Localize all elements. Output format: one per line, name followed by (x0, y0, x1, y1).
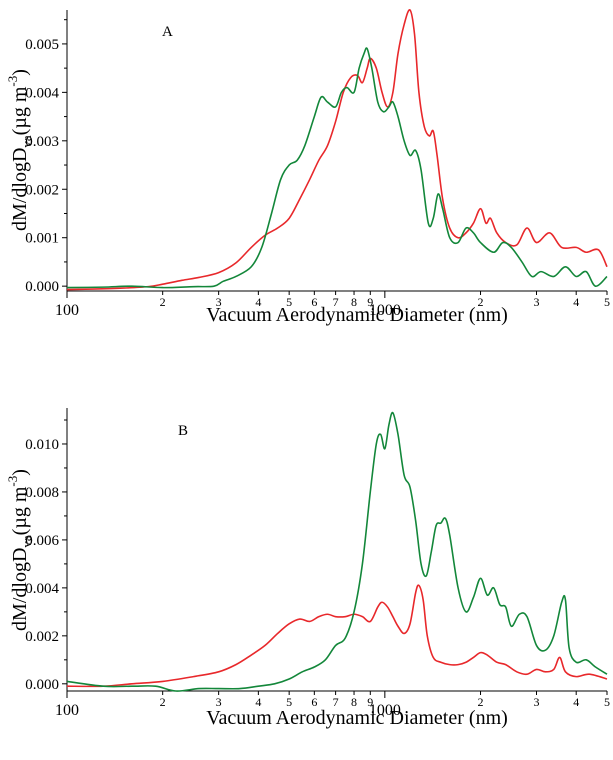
y-axis-title-close: ) (9, 469, 31, 476)
x-axis-title: Vacuum Aerodynamic Diameter (nm) (206, 304, 508, 326)
y-tick-label: 0.001 (25, 231, 59, 247)
y-axis-title: dM/dlogDva(µg m-3) (5, 69, 34, 231)
y-axis-title-tail: (µg m (9, 486, 31, 535)
x-tick-label: 8 (351, 295, 357, 309)
x-tick-label: 1000 (369, 702, 401, 719)
y-axis-title-exp: -3 (5, 76, 20, 87)
y-axis-title-main: dM/dlogD (9, 548, 31, 631)
y-tick-label: 0.004 (25, 85, 59, 101)
y-tick-label: 0.000 (25, 677, 59, 693)
x-tick-label: 1000 (369, 302, 401, 319)
x-tick-label: 3 (533, 695, 539, 709)
x-tick-label: 7 (333, 295, 339, 309)
x-tick-label: 6 (311, 295, 317, 309)
x-tick-label: 5 (286, 695, 292, 709)
series-line-green (66, 411, 608, 692)
x-tick-label: 100 (55, 302, 79, 319)
series-line-red (66, 584, 608, 688)
x-tick-label: 5 (604, 695, 610, 709)
chart-panel-a: 0.000 0.001 0.002 0.003 0.004 0.005 100 2 3 4 5 6 7 8… (5, 9, 610, 326)
y-tick-label: 0.000 (25, 279, 59, 295)
x-tick-label: 3 (216, 695, 222, 709)
x-tick-label: 6 (311, 695, 317, 709)
x-tick-label: 5 (604, 295, 610, 309)
chart-panel-b: 0.000 0.002 0.004 0.006 0.008 0.010 100 2 3 4 5 6 7 8… (5, 408, 610, 729)
y-axis-title-main: dM/dlogD (9, 148, 31, 231)
y-axis-title-exp: -3 (5, 476, 20, 487)
y-axis-title-tail: (µg m (9, 86, 31, 135)
x-axis-title: Vacuum Aerodynamic Diameter (nm) (206, 707, 508, 729)
x-tick-label: 2 (160, 695, 166, 709)
panel-label: B (178, 423, 188, 439)
y-axis-title-close: ) (9, 69, 31, 76)
x-tick-label: 2 (478, 695, 484, 709)
x-tick-label: 100 (55, 702, 79, 719)
x-tick-label: 7 (333, 695, 339, 709)
x-tick-label: 3 (533, 295, 539, 309)
y-tick-label: 0.005 (25, 37, 59, 53)
y-tick-label: 0.010 (25, 437, 59, 453)
y-tick-label: 0.008 (25, 485, 59, 501)
y-axis-title-sub: va (19, 535, 34, 548)
y-tick-label: 0.003 (25, 134, 59, 150)
x-tick-label: 4 (573, 295, 579, 309)
x-tick-label: 4 (255, 695, 261, 709)
x-tick-label: 9 (367, 295, 373, 309)
y-tick-label: 0.002 (25, 182, 59, 198)
series-line-green (66, 47, 608, 289)
y-tick-label: 0.002 (25, 629, 59, 645)
series-line-red (66, 9, 608, 291)
x-tick-label: 5 (286, 295, 292, 309)
y-tick-label: 0.004 (25, 581, 59, 597)
x-tick-label: 2 (478, 295, 484, 309)
y-axis-title: dM/dlogDva(µg m-3) (5, 469, 34, 631)
x-tick-label: 3 (216, 295, 222, 309)
x-tick-label: 8 (351, 695, 357, 709)
y-tick-label: 0.006 (25, 533, 59, 549)
x-tick-label: 2 (160, 295, 166, 309)
x-tick-label: 9 (367, 695, 373, 709)
x-tick-label: 4 (573, 695, 579, 709)
y-axis-title-sub: va (19, 135, 34, 148)
panel-label: A (162, 24, 173, 40)
x-tick-label: 4 (255, 295, 261, 309)
